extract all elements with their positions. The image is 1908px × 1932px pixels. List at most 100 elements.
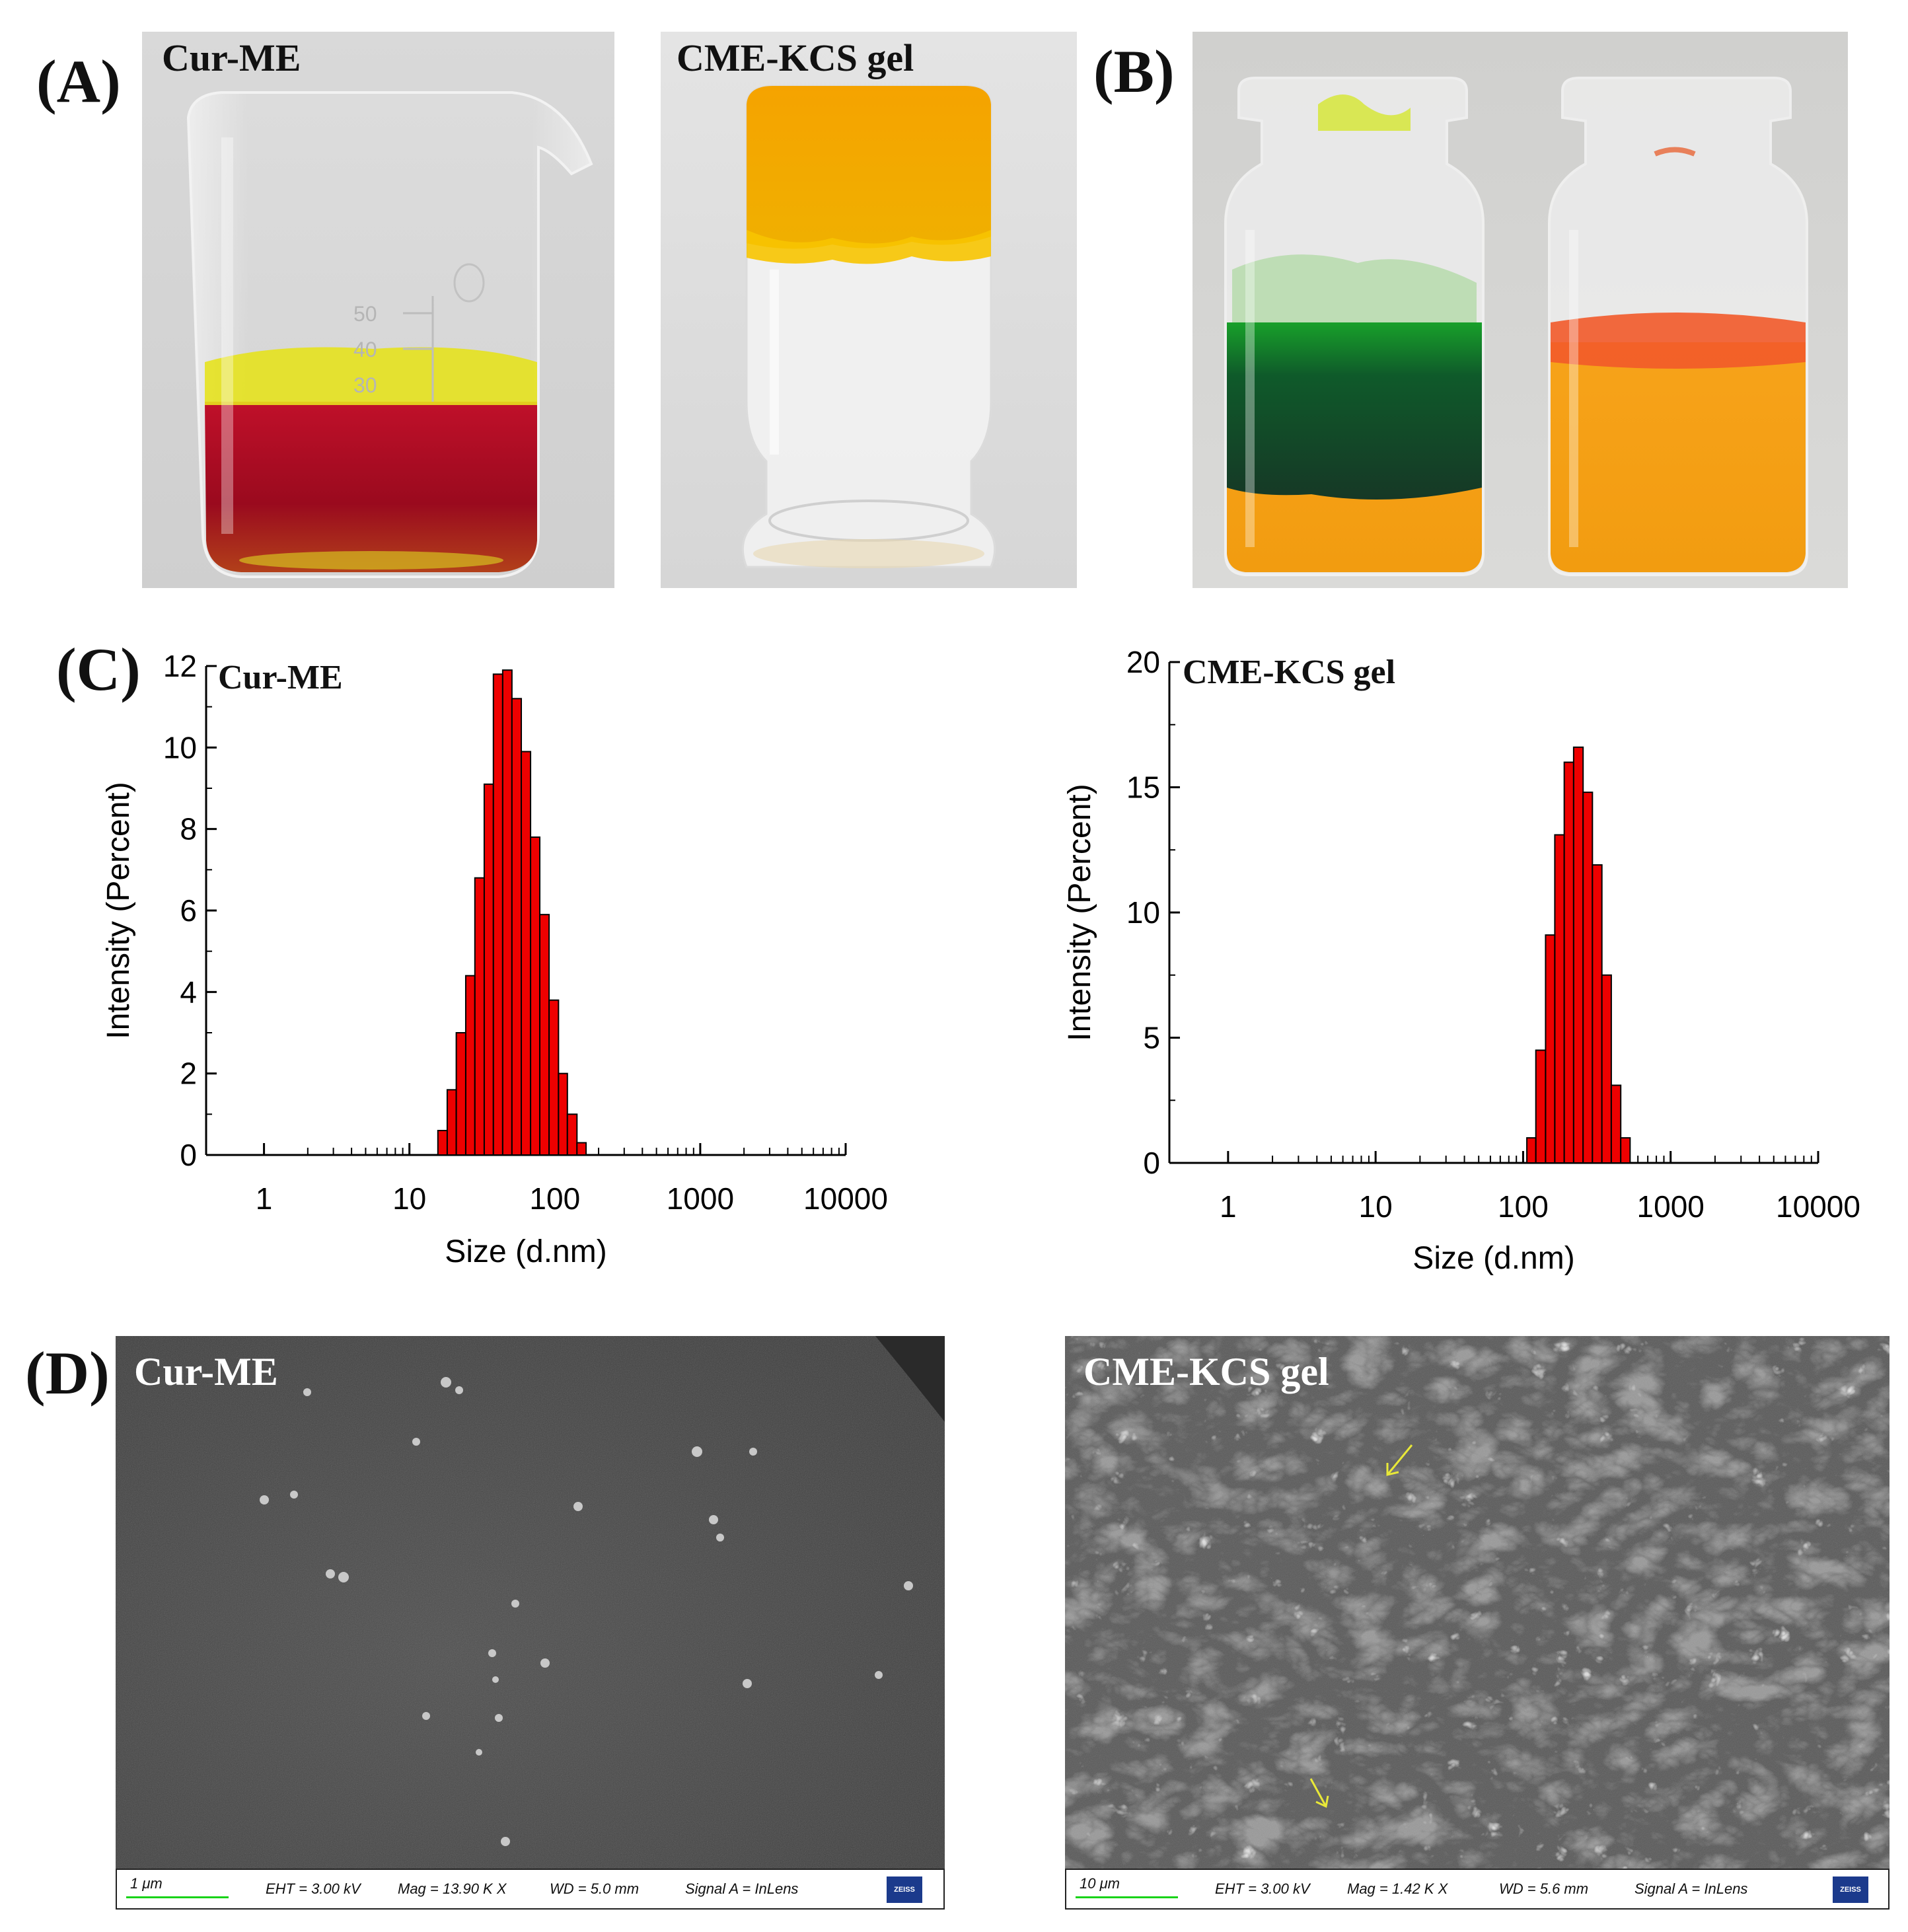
chart-cur-me-svg: 0 2 4 6 8 10 12 1 10 100 1000 10000 Cur-ME Size (d.nm… — [101, 649, 888, 1269]
photo-title: Cur-ME — [162, 36, 301, 79]
zeiss-logo: ZEISS — [887, 1876, 922, 1903]
histogram-bar — [464, 975, 476, 1156]
histogram-bar — [492, 673, 503, 1156]
sem-texture — [116, 1336, 945, 1869]
sem-scale-label: 10 μm — [1080, 1875, 1120, 1892]
x-tick-label: 1 — [1220, 1189, 1237, 1224]
y-tick-label: 8 — [180, 812, 197, 846]
sem-image-cur-me: Cur-ME 1 μm EHT = 3.00 kV Mag = 13.90 K … — [116, 1336, 945, 1910]
sem-image-cme-kcs-gel: CME-KCS gel 10 μm EHT = 3.00 kV Mag = 1.… — [1065, 1336, 1890, 1910]
x-tick-label: 10000 — [803, 1181, 888, 1216]
histogram-bar — [1526, 1137, 1537, 1164]
histogram-bar — [539, 914, 550, 1156]
vials-illustration — [1192, 32, 1848, 588]
y-tick-label: 0 — [1143, 1146, 1160, 1180]
sem-scale-label: 1 μm — [130, 1875, 163, 1892]
histogram-bar — [1592, 864, 1603, 1164]
x-axis-label: Size (d.nm) — [445, 1234, 606, 1269]
histogram-bar — [1582, 792, 1594, 1164]
chart-title: Cur-ME — [218, 659, 343, 696]
histogram-bar — [566, 1113, 578, 1156]
y-tick-label: 15 — [1126, 770, 1160, 805]
x-tick-label: 1000 — [667, 1181, 734, 1216]
chart-cur-me: 0 2 4 6 8 10 12 1 10 100 1000 10000 Cur-ME Size (d.nm… — [92, 641, 905, 1288]
histogram-bar — [437, 1130, 448, 1156]
histogram-bar — [521, 751, 532, 1156]
histogram-bar — [530, 836, 541, 1156]
histogram-bar — [548, 999, 560, 1156]
x-tick-label: 100 — [1498, 1189, 1549, 1224]
sem-info-bar: 10 μm EHT = 3.00 kV Mag = 1.42 K X WD = … — [1065, 1869, 1890, 1910]
histogram-bar — [1572, 746, 1584, 1164]
beaker-mark: 40 — [353, 338, 377, 361]
sem-wd: WD = 5.0 mm — [550, 1880, 640, 1897]
panel-letter-b: (B) — [1093, 38, 1175, 105]
histogram-bar — [1620, 1137, 1631, 1164]
x-tick-label: 10000 — [1776, 1189, 1860, 1224]
histogram-bar — [1535, 1049, 1547, 1164]
histogram-bar — [1610, 1084, 1622, 1164]
sem-arrows — [1309, 1444, 1413, 1808]
x-tick-label: 10 — [1359, 1189, 1393, 1224]
sem-mag: Mag = 13.90 K X — [398, 1880, 507, 1897]
histogram-bar — [1601, 974, 1612, 1164]
sem-title: Cur-ME — [134, 1350, 278, 1393]
sem-mag: Mag = 1.42 K X — [1347, 1880, 1448, 1897]
y-axis-label: Intensity (Percent) — [1062, 784, 1097, 1041]
photo-two-vials — [1192, 32, 1848, 588]
x-tick-label: 1 — [256, 1181, 273, 1216]
photo-cur-me-beaker: 50 40 30 Cur-ME — [142, 32, 614, 588]
y-tick-label: 12 — [163, 649, 197, 683]
photo-cme-kcs-gel-vial: CME-KCS gel — [661, 32, 1077, 588]
chart-cme-kcs-gel: 0 5 10 15 20 1 10 100 1000 10000 CME-KCS gel Size (… — [1050, 641, 1908, 1302]
sem-signal: Signal A = InLens — [1634, 1880, 1748, 1897]
y-tick-label: 4 — [180, 975, 197, 1009]
beaker-mark: 30 — [353, 373, 377, 397]
panel-letter-d: (D) — [25, 1339, 110, 1407]
panel-letter-a: (A) — [36, 48, 121, 115]
x-tick-label: 100 — [529, 1181, 580, 1216]
y-axis-label: Intensity (Percent) — [101, 782, 136, 1039]
histogram-bar — [501, 669, 513, 1156]
histogram-bar — [511, 698, 523, 1156]
y-tick-label: 10 — [163, 730, 197, 764]
sem-info-bar: 1 μm EHT = 3.00 kV Mag = 13.90 K X WD = … — [116, 1869, 945, 1910]
y-tick-label: 10 — [1126, 895, 1160, 930]
y-tick-label: 5 — [1143, 1021, 1160, 1055]
y-tick-label: 2 — [180, 1057, 197, 1091]
sem-signal: Signal A = InLens — [685, 1880, 799, 1897]
zeiss-logo: ZEISS — [1833, 1876, 1868, 1903]
beaker-illustration: 50 40 30 — [142, 32, 614, 588]
vial-illustration — [661, 32, 1077, 588]
beaker-mark: 50 — [353, 302, 377, 326]
chart-title: CME-KCS gel — [1183, 653, 1395, 691]
panel-letter-c: (C) — [56, 636, 141, 703]
y-tick-label: 6 — [180, 893, 197, 928]
y-tick-label: 0 — [180, 1138, 197, 1172]
sem-title: CME-KCS gel — [1083, 1350, 1329, 1393]
histogram-bar — [483, 783, 494, 1156]
x-axis-label: Size (d.nm) — [1413, 1241, 1574, 1276]
sem-eht: EHT = 3.00 kV — [1215, 1880, 1310, 1897]
histogram-bar — [1545, 934, 1556, 1164]
chart-cme-kcs-gel-svg: 0 5 10 15 20 1 10 100 1000 10000 CME-KCS gel Size (… — [1062, 645, 1860, 1276]
sem-particles — [260, 1377, 913, 1846]
sem-wd: WD = 5.6 mm — [1499, 1880, 1589, 1897]
photo-title: CME-KCS gel — [677, 36, 914, 79]
y-tick-label: 20 — [1126, 645, 1160, 679]
sem-eht: EHT = 3.00 kV — [266, 1880, 361, 1897]
sem-scale-bar — [1076, 1896, 1178, 1898]
histogram-bar — [474, 877, 485, 1156]
beaker-volume-labels: 50 40 30 — [353, 302, 377, 397]
histogram-bar — [558, 1072, 568, 1156]
sem-scale-bar — [126, 1896, 229, 1898]
histogram-bar — [446, 1089, 457, 1156]
x-tick-label: 1000 — [1637, 1189, 1705, 1224]
histogram-bar — [576, 1142, 587, 1156]
x-tick-label: 10 — [392, 1181, 426, 1216]
histogram-bar — [1563, 761, 1574, 1164]
histogram-bar — [1554, 834, 1565, 1164]
beaker-graduation — [403, 296, 434, 402]
sem-texture — [1065, 1336, 1890, 1869]
histogram-bar — [455, 1032, 466, 1156]
